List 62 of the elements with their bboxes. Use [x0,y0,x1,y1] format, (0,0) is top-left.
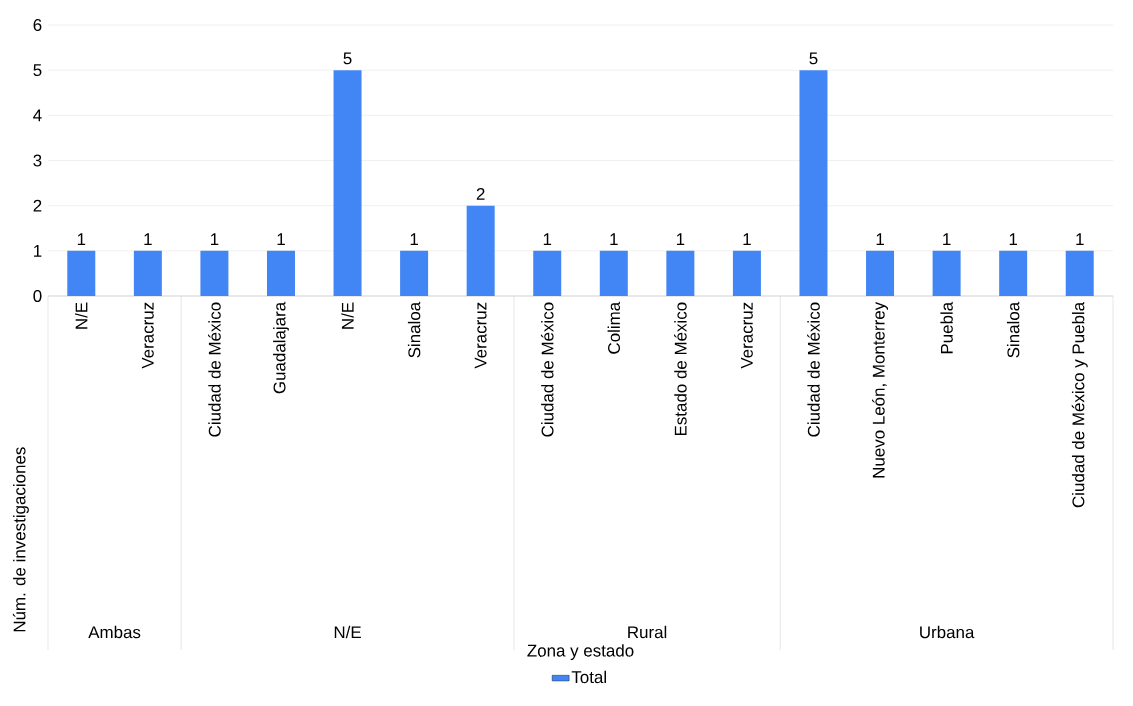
y-tick-label: 3 [33,154,42,167]
text: N/E [334,625,361,639]
bar [866,250,895,296]
bar [133,250,162,296]
x-tick-label: Ciudad de México [540,302,554,437]
text: Urbana [920,625,975,639]
text: Zona y estado [527,644,634,660]
data-label: 1 [543,233,552,245]
bar [932,250,961,296]
bar [333,70,362,296]
bar [599,250,628,296]
legend-label: Total [571,670,606,684]
data-label: 1 [211,233,219,245]
x-tick-label: Ciudad de México y Puebla [1071,301,1088,508]
x-tick-label: Veracruz [141,302,154,369]
y-tick-label: 1 [34,245,42,257]
data-label: 1 [1076,233,1084,245]
y-tick-label: 5 [33,64,42,77]
bar [533,250,562,296]
bar [266,250,295,296]
x-tick-label: Guadalajara [273,301,289,394]
y-axis-title: Núm. de investigaciones [12,447,29,632]
data-label: 1 [410,233,418,245]
x-tick-label: Nuevo León, Monterrey [872,301,889,478]
text: Rural [628,625,667,639]
bar [67,250,96,296]
x-tick-label: Ciudad de México [208,302,221,437]
x-tick-label: Ciudad de México [807,302,820,437]
bar [732,250,761,296]
bar [466,205,495,296]
data-label: 1 [144,233,152,245]
y-tick-label: 2 [33,199,42,212]
data-label: 1 [943,233,951,245]
data-label: 5 [343,52,352,65]
x-tick-label: Estado de México [674,302,687,436]
data-label: 1 [876,233,884,245]
x-tick-label: Sinaloa [407,301,421,358]
bar [799,70,828,296]
data-label: 1 [676,233,685,245]
data-label: 1 [277,233,285,245]
x-tick-label: N/E [341,302,354,329]
bar [1065,250,1094,296]
data-label: 1 [610,233,618,245]
data-label: 1 [77,233,86,245]
y-tick-label: 4 [33,109,42,122]
bar [400,250,429,296]
x-tick-label: Puebla [940,301,953,354]
bar [666,250,695,296]
data-label: 1 [743,233,751,245]
bar [200,250,229,296]
y-tick-label: 0 [33,290,42,302]
x-tick-label: Colima [607,301,621,354]
y-tick-label: 6 [33,19,42,31]
x-tick-label: Sinaloa [1006,301,1020,358]
text: Ambas [88,625,141,639]
x-tick-label: Veracruz [474,302,487,369]
x-tick-label: Veracruz [741,302,753,369]
data-label: 2 [476,187,485,200]
data-label: 1 [1009,233,1018,245]
bar [999,250,1028,296]
data-label: 5 [809,52,818,65]
x-tick-label: N/E [75,302,88,329]
